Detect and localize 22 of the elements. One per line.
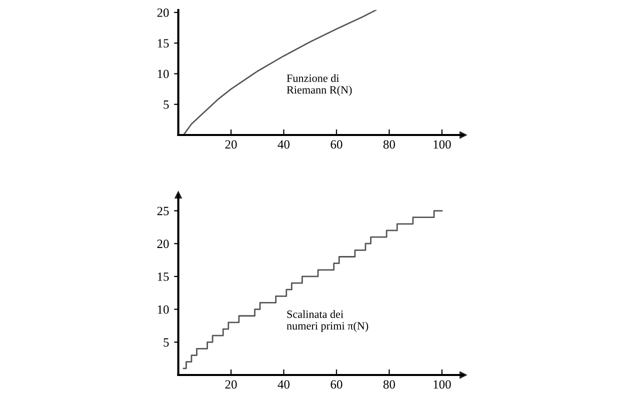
annotation: Scalinata dei numeri primi π(N) xyxy=(286,310,368,332)
x-tick-label: 60 xyxy=(330,380,342,389)
x-tick-label: 80 xyxy=(383,140,395,149)
y-tick-label: 25 xyxy=(157,206,169,216)
x-tick-label: 20 xyxy=(225,380,237,389)
x-tick-label: 40 xyxy=(278,140,290,149)
x-tick-label: 20 xyxy=(225,140,237,149)
line-series xyxy=(182,10,377,135)
annotation: Funzione di Riemann R(N) xyxy=(286,74,352,96)
y-tick-label: 5 xyxy=(164,338,169,347)
y-tick-label: 15 xyxy=(158,272,169,281)
y-tick-label: 5 xyxy=(164,100,169,109)
x-tick-label: 100 xyxy=(434,380,451,389)
y-tick-label: 20 xyxy=(157,8,169,17)
y-tick-label: 10 xyxy=(158,70,169,78)
x-tick-label: 100 xyxy=(434,140,451,149)
x-tick-label: 40 xyxy=(278,380,290,389)
y-tick-label: 20 xyxy=(157,240,169,248)
y-tick-label: 10 xyxy=(158,305,169,314)
x-tick-label: 80 xyxy=(383,380,395,389)
x-tick-label: 60 xyxy=(330,140,342,149)
y-tick-label: 15 xyxy=(158,39,169,48)
